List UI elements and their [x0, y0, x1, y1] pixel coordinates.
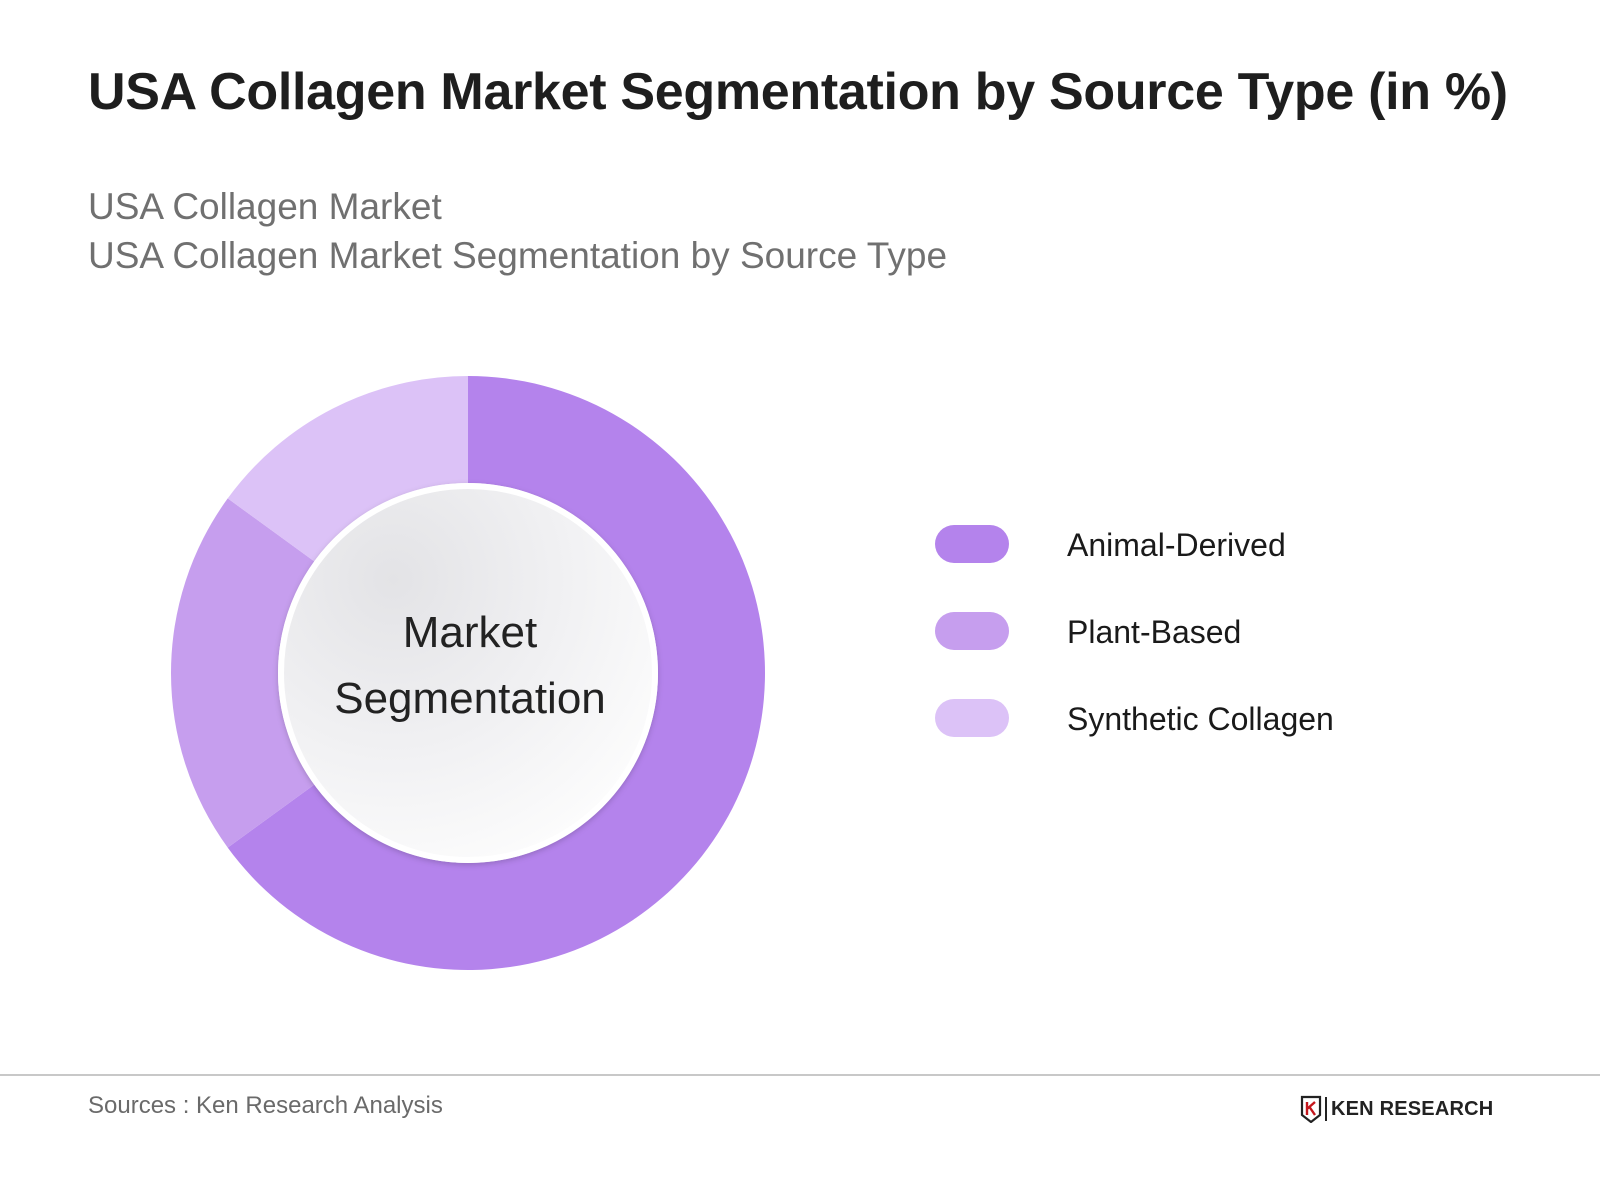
legend-swatch-animal-derived	[935, 525, 1009, 563]
brand-separator	[1325, 1097, 1327, 1121]
chart-title: USA Collagen Market Segmentation by Sour…	[88, 63, 1508, 121]
legend-swatch-synthetic-collagen	[935, 699, 1009, 737]
donut-center-circle	[278, 483, 658, 863]
center-label-line1: Market	[402, 608, 538, 657]
subtitle-market: USA Collagen Market	[88, 186, 442, 227]
legend-label-animal-derived: Animal-Derived	[1067, 527, 1286, 563]
legend-label-synthetic-collagen: Synthetic Collagen	[1067, 701, 1334, 737]
donut-slice-animal-derived	[227, 376, 766, 970]
donut-slice-synthetic-collagen	[227, 376, 468, 562]
donut-center-label: Market Segmentation	[280, 600, 660, 732]
brand-logo: KEN RESEARCH	[1300, 1093, 1493, 1125]
footer-divider	[0, 1074, 1600, 1076]
legend-label-plant-based: Plant-Based	[1067, 614, 1242, 650]
legend-swatch-plant-based	[935, 612, 1009, 650]
center-label-line2: Segmentation	[334, 674, 606, 723]
donut-slices	[170, 376, 766, 970]
ken-research-logo-icon	[1300, 1095, 1322, 1123]
subtitle-segmentation: USA Collagen Market Segmentation by Sour…	[88, 235, 948, 276]
donut-slice-plant-based	[170, 498, 315, 848]
sources-note: Sources : Ken Research Analysis	[88, 1092, 443, 1119]
brand-name: KEN RESEARCH	[1331, 1097, 1494, 1120]
